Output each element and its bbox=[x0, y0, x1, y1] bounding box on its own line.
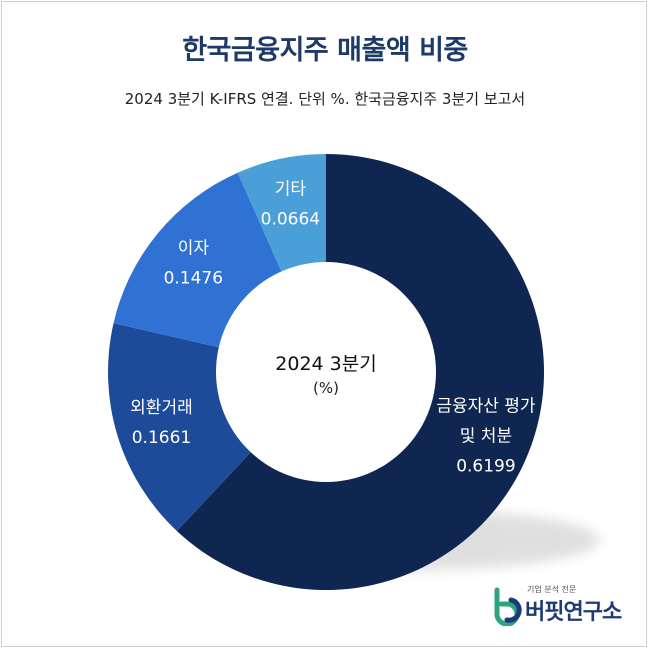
data-label-name-0-0: 금융자산 평가 bbox=[436, 396, 536, 416]
data-label-name-3-0: 기타 bbox=[275, 180, 307, 200]
data-label-value-3: 0.0664 bbox=[261, 210, 320, 230]
data-label-name-0-1: 및 처분 bbox=[460, 426, 512, 446]
data-label-name-2-0: 이자 bbox=[178, 239, 210, 259]
logo-name: 버핏연구소 bbox=[525, 600, 622, 625]
logo-tagline: 기업 분석 전문 bbox=[527, 585, 577, 594]
brand-logo: 기업 분석 전문 버핏연구소 bbox=[487, 582, 637, 632]
logo-icon bbox=[494, 587, 522, 626]
data-label-value-2: 0.1476 bbox=[164, 269, 223, 289]
center-unit: (%) bbox=[313, 379, 339, 397]
center-label: 2024 3분기 bbox=[275, 353, 376, 375]
chart-title: 한국금융지주 매출액 비중 bbox=[182, 35, 468, 66]
data-label-name-1-0: 외환거래 bbox=[130, 398, 193, 418]
donut-hole bbox=[216, 262, 436, 482]
data-label-value-1: 0.1661 bbox=[132, 428, 191, 448]
chart-subtitle: 2024 3분기 K-IFRS 연결. 단위 %. 한국금융지주 3분기 보고서 bbox=[124, 90, 526, 108]
data-label-value-0: 0.6199 bbox=[456, 456, 515, 476]
